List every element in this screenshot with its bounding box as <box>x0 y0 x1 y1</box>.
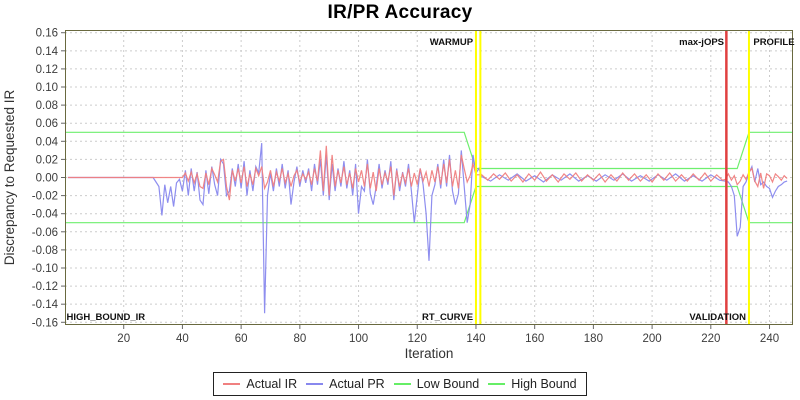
y-tick-label: -0.16 <box>32 317 58 329</box>
x-axis-title: Iteration <box>405 346 454 361</box>
x-tick-label: 80 <box>293 333 306 345</box>
y-tick-label: 0.08 <box>36 100 58 112</box>
y-tick-label: -0.08 <box>32 245 58 257</box>
phase-label-profile: PROFILE <box>753 37 794 48</box>
legend-label: Low Bound <box>416 377 480 391</box>
y-tick-label: -0.04 <box>32 209 59 221</box>
x-tick-label: 240 <box>760 333 779 345</box>
y-tick-label: -0.10 <box>32 263 58 275</box>
legend-label: High Bound <box>511 377 577 391</box>
y-tick-label: -0.12 <box>32 281 58 293</box>
phase-label-warmup: WARMUP <box>430 37 474 48</box>
y-tick-label: 0.10 <box>36 82 58 94</box>
legend: Actual IR Actual PR Low Bound High Bound <box>213 372 587 396</box>
y-tick-label: -0.14 <box>32 299 59 311</box>
legend-swatch <box>488 383 506 385</box>
y-axis-title: Discrepancy to Requested IR <box>2 89 17 265</box>
y-tick-label: 0.06 <box>36 118 58 130</box>
legend-row: Actual IR Actual PR Low Bound High Bound <box>0 372 800 396</box>
x-tick-label: 60 <box>235 333 248 345</box>
x-tick-label: 220 <box>701 333 720 345</box>
legend-label: Actual PR <box>329 377 385 391</box>
y-tick-label: 0.12 <box>36 64 58 76</box>
plot-border <box>65 30 793 325</box>
x-tick-label: 40 <box>176 333 189 345</box>
plot-area: 0.16 0.14 0.12 0.10 0.08 0.06 0.04 0.02 0.00 -0.0… <box>2 28 795 361</box>
legend-swatch <box>306 383 324 385</box>
y-tick-label: 0.16 <box>36 28 58 40</box>
phase-label-max-jops: max-jOPS <box>679 37 724 48</box>
legend-item-low-bound: Low Bound <box>393 377 480 391</box>
x-tick-label: 180 <box>584 333 603 345</box>
phase-label-rt_curve: RT_CURVE <box>422 312 473 323</box>
phase-label-validation: VALIDATION <box>689 312 746 323</box>
y-tick-label: 0.04 <box>36 136 59 148</box>
y-tick-label: -0.02 <box>32 191 58 203</box>
legend-label: Actual IR <box>246 377 298 391</box>
x-tick-label: 100 <box>349 333 368 345</box>
series-actual-ir <box>67 145 788 201</box>
y-tick-label: 0.14 <box>36 46 59 58</box>
y-tick-label: 0.00 <box>36 173 58 185</box>
legend-item-high-bound: High Bound <box>488 377 577 391</box>
chart-title: IR/PR Accuracy <box>327 2 473 23</box>
x-tick-label: 120 <box>408 333 427 345</box>
x-tick-label: 160 <box>525 333 544 345</box>
legend-swatch <box>223 383 241 385</box>
series-low-bound <box>65 185 793 224</box>
y-tick-label: 0.02 <box>36 154 58 166</box>
y-tick-label: -0.06 <box>32 227 58 239</box>
x-tick-label: 20 <box>117 333 130 345</box>
series-actual-pr <box>67 143 788 314</box>
series-high-bound <box>65 131 793 170</box>
x-tick-label: 200 <box>643 333 662 345</box>
x-tick-label: 140 <box>466 333 485 345</box>
phase-label-high_bound_ir: HIGH_BOUND_IR <box>66 312 145 323</box>
legend-item-actual-ir: Actual IR <box>223 377 297 391</box>
legend-item-actual-pr: Actual PR <box>306 377 385 391</box>
legend-swatch <box>393 383 411 385</box>
